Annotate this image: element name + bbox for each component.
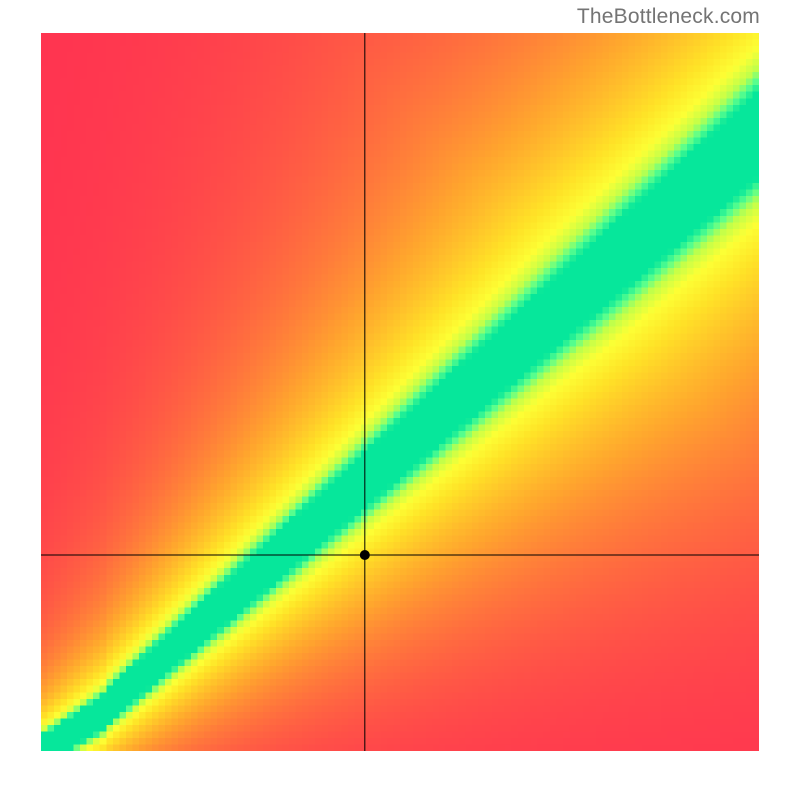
watermark-text: TheBottleneck.com — [577, 5, 760, 29]
bottleneck-heatmap — [41, 33, 759, 751]
chart-container: { "heatmap": { "type": "heatmap", "plot_… — [0, 0, 800, 800]
